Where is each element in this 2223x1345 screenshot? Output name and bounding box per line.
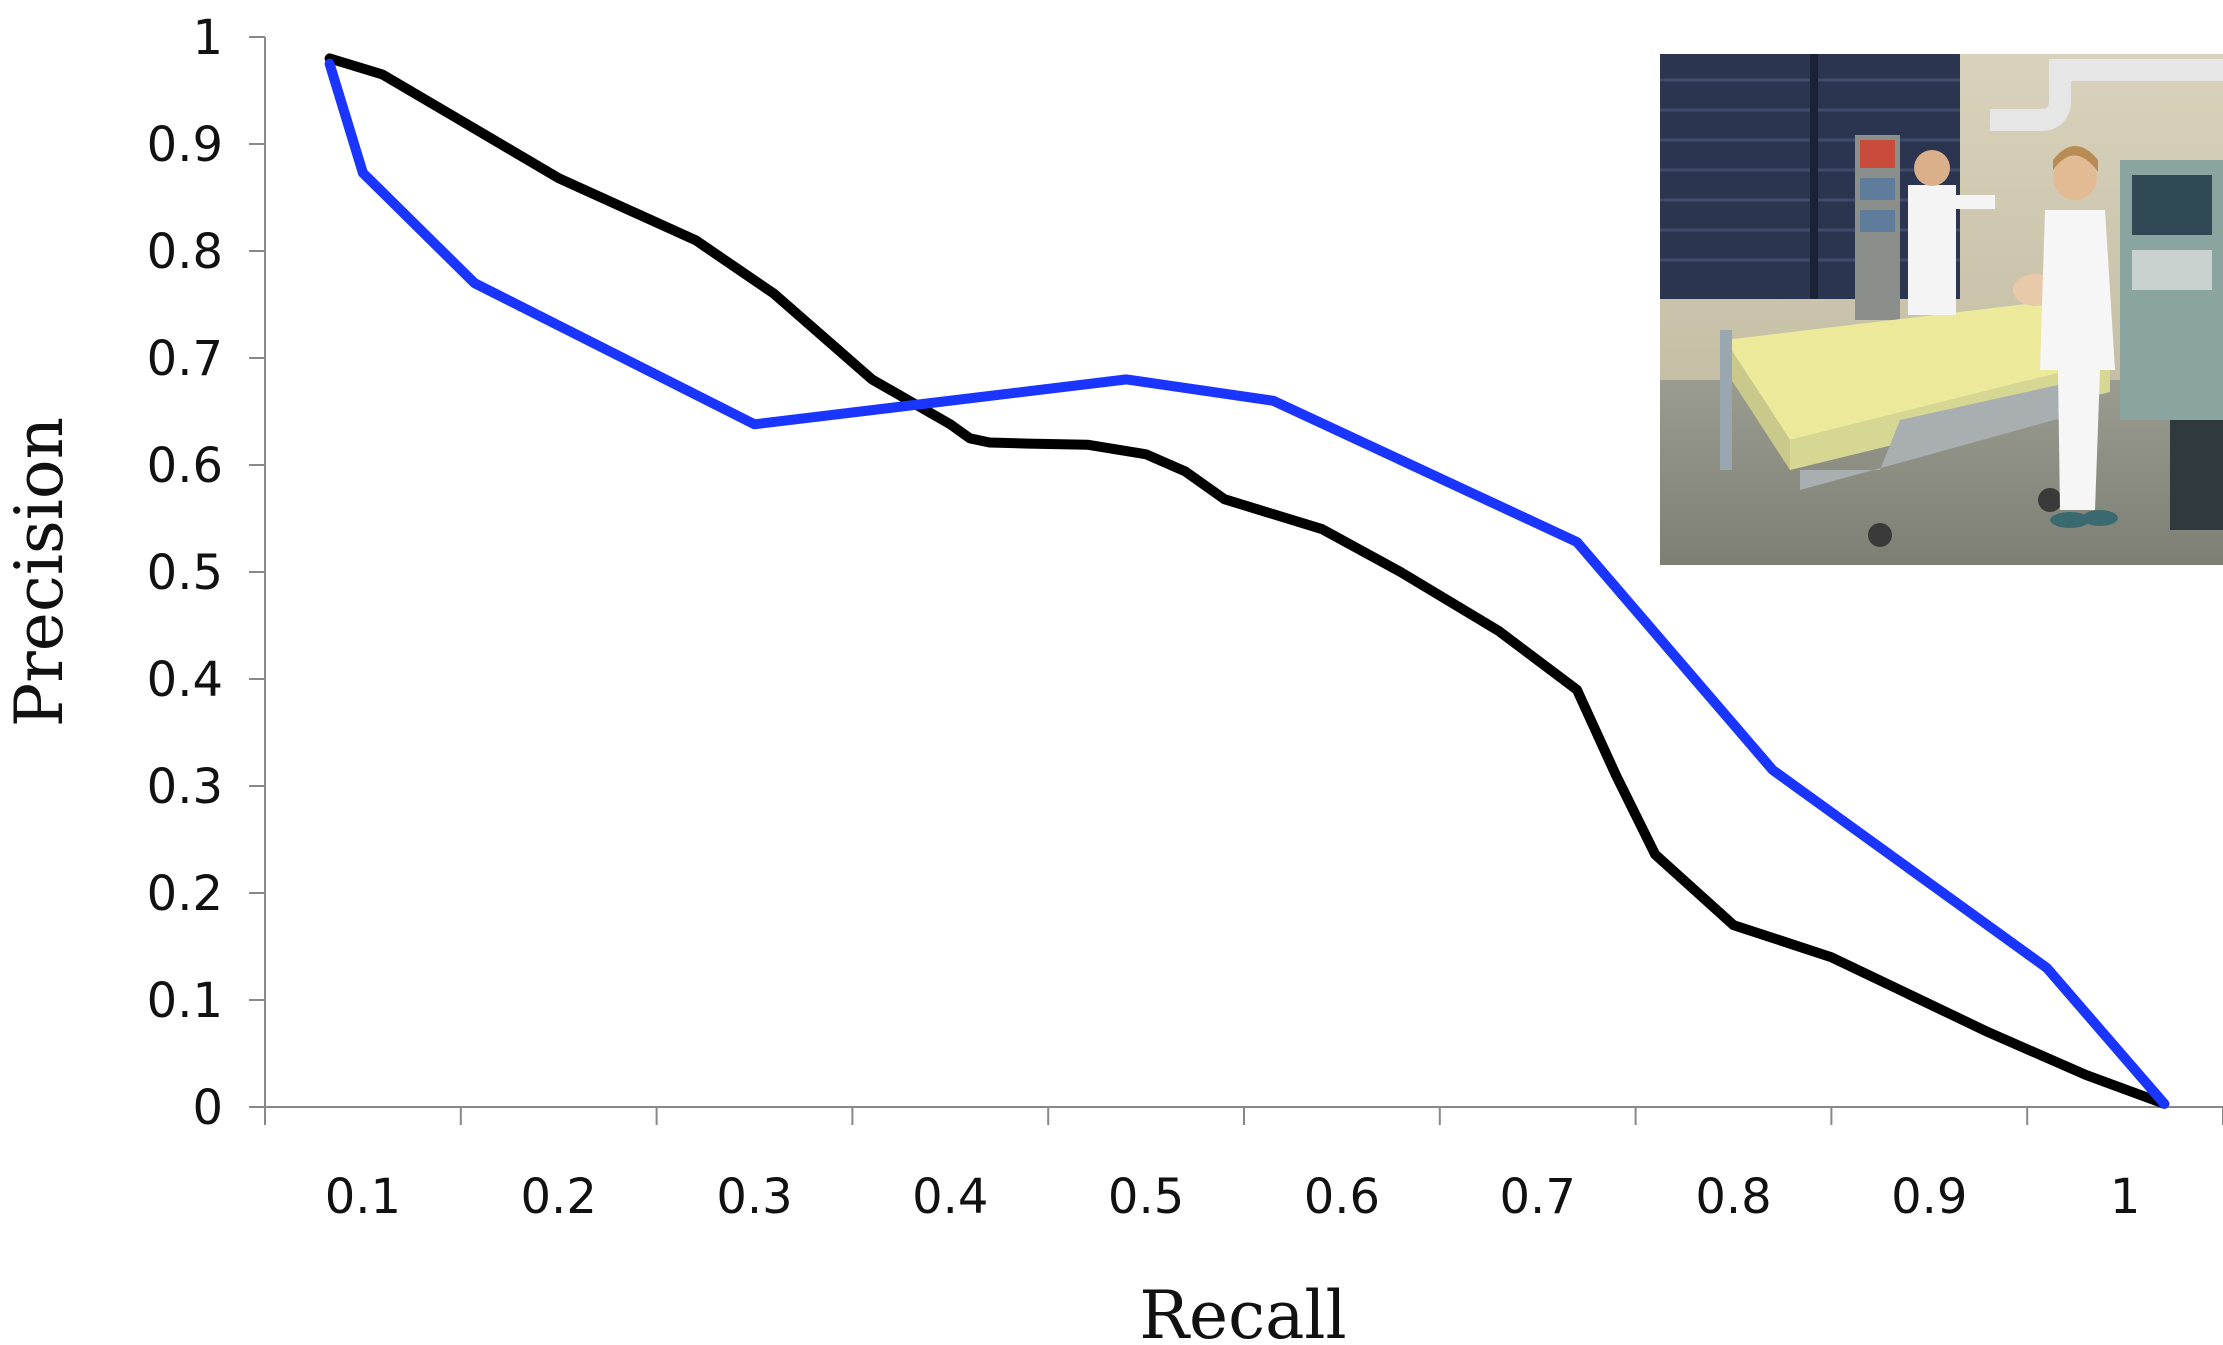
- x-tick-label: 0.7: [1500, 1169, 1576, 1225]
- x-tick-label: 0.9: [1891, 1169, 1967, 1225]
- x-tick-label: 0.6: [1304, 1169, 1380, 1225]
- y-tick-label: 0: [192, 1080, 223, 1136]
- y-tick-label: 0.3: [147, 759, 223, 815]
- y-axis-title: Precision: [1, 417, 78, 727]
- y-tick-label: 0.6: [147, 438, 223, 494]
- y-tick-labels: 0 0.1 0.2 0.3 0.4 0.5 0.6 0.7 0.8 0.9 1: [147, 10, 223, 1136]
- y-tick-label: 0.2: [147, 866, 223, 922]
- x-tick-label: 0.2: [521, 1169, 597, 1225]
- x-tick-label: 0.8: [1695, 1169, 1771, 1225]
- nurse-left: [1908, 150, 1995, 315]
- y-tick-label: 1: [192, 10, 223, 66]
- x-tick-label: 0.5: [1108, 1169, 1184, 1225]
- x-tick-label: 1: [2110, 1169, 2141, 1225]
- x-tick-label: 0.1: [325, 1169, 401, 1225]
- y-tick-label: 0.7: [147, 331, 223, 387]
- y-tick-label: 0.9: [147, 117, 223, 173]
- tick-marks: [249, 36, 2223, 1125]
- y-tick-label: 0.4: [147, 652, 223, 708]
- x-tick-labels: 0.1 0.2 0.3 0.4 0.5 0.6 0.7 0.8 0.9 1: [325, 1169, 2141, 1225]
- series-line-black: [324, 53, 2170, 1109]
- x-tick-label: 0.4: [912, 1169, 988, 1225]
- y-tick-label: 0.5: [147, 545, 223, 601]
- series-lines: [324, 53, 2170, 1109]
- y-tick-label: 0.8: [147, 224, 223, 280]
- bed-shape: [1725, 300, 2110, 440]
- y-tick-label: 0.1: [147, 973, 223, 1029]
- x-tick-label: 0.3: [716, 1169, 792, 1225]
- nurse-right: [2040, 146, 2118, 528]
- x-axis-title: Recall: [1139, 1277, 1346, 1345]
- series-line-blue: [324, 58, 2170, 1109]
- icu-nurses-photo: [1660, 54, 2223, 565]
